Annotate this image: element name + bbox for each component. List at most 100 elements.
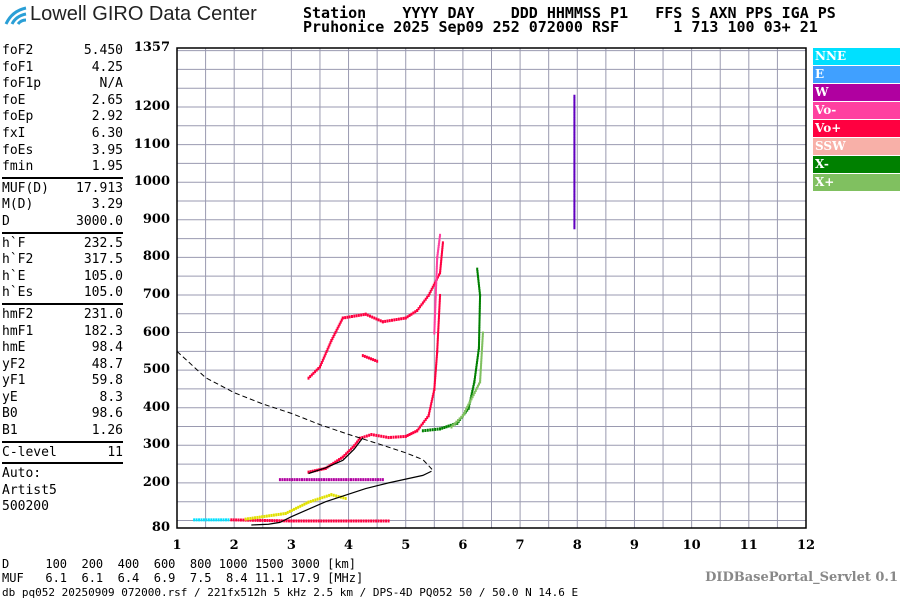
param-name: hmE [2, 340, 26, 356]
echo-point [328, 343, 331, 347]
echo-point [370, 519, 373, 523]
echo-point [336, 326, 339, 330]
echo-point [480, 351, 483, 355]
echo-point [477, 277, 480, 281]
param-name: B0 [2, 406, 18, 422]
echo-point [470, 394, 473, 398]
echo-point [345, 519, 348, 523]
echo-point [355, 519, 358, 523]
echo-point [310, 373, 313, 377]
echo-point [438, 301, 441, 305]
echo-point [470, 397, 473, 401]
echo-point [327, 519, 330, 523]
echo-point [381, 478, 384, 482]
echo-point [473, 377, 476, 381]
echo-point [432, 392, 435, 396]
echo-point [478, 310, 481, 314]
x-tick-label: 6 [458, 538, 468, 553]
echo-point [305, 519, 308, 523]
echo-point [419, 305, 422, 309]
echo-point [440, 259, 443, 263]
echo-point [290, 508, 293, 512]
echo-point [235, 518, 238, 522]
logo: Lowell GIRO Data Center [4, 3, 257, 26]
echo-point [476, 384, 479, 388]
echo-point [388, 319, 391, 323]
y-tick-label: 800 [142, 249, 170, 265]
echo-point [330, 339, 333, 343]
echo-point [322, 356, 325, 360]
echo-point [478, 315, 481, 319]
echo-point [433, 326, 436, 330]
echo-point [471, 389, 474, 393]
echo-point [434, 369, 437, 373]
param-name: B1 [2, 423, 18, 439]
echo-point [481, 336, 484, 340]
x-tick-label: 12 [796, 538, 816, 553]
echo-point [428, 411, 431, 415]
echo-point [292, 519, 295, 523]
echo-point [404, 434, 407, 438]
param-value: 3.29 [91, 197, 123, 213]
echo-point [350, 519, 353, 523]
echo-point [436, 427, 439, 431]
echo-point [437, 325, 440, 329]
echo-point [353, 314, 356, 318]
echo-point [270, 513, 273, 517]
echo-point [342, 478, 345, 482]
param-row: hmF2 231.0 [2, 307, 123, 324]
echo-point [323, 495, 326, 499]
echo-point [254, 518, 257, 522]
echo-point [377, 318, 380, 322]
echo-point [328, 493, 331, 497]
echo-point [440, 252, 443, 256]
x-tick-label: 4 [344, 538, 354, 553]
legend-item: X- [813, 156, 900, 173]
echo-point [419, 425, 422, 429]
echo-point [434, 371, 437, 375]
echo-point [305, 501, 308, 505]
param-name: D [2, 213, 10, 229]
echo-point [381, 320, 384, 324]
echo-point [256, 515, 259, 519]
echo-point [477, 351, 480, 355]
echo-point [437, 330, 440, 334]
echo-point [335, 478, 338, 482]
echo-point [410, 432, 413, 436]
echo-point [438, 313, 441, 317]
legend-item: E [813, 66, 900, 83]
echo-point [360, 519, 363, 523]
echo-point [441, 241, 444, 245]
autoscaler-info: Auto: [2, 466, 42, 482]
x-tick-label: 5 [401, 538, 411, 553]
echo-point [437, 333, 440, 337]
echo-point [468, 401, 471, 405]
echo-point [333, 332, 336, 336]
echo-point [436, 258, 439, 262]
echo-point [437, 323, 440, 327]
echo-point [352, 519, 355, 523]
echo-point [313, 469, 316, 473]
echo-point [362, 478, 365, 482]
echo-point [312, 519, 315, 523]
echo-point [261, 515, 264, 519]
echo-point [433, 319, 436, 323]
param-value: 59.8 [91, 373, 123, 389]
echo-point [573, 117, 576, 121]
echo-point [431, 397, 434, 401]
echo-point [479, 375, 482, 379]
echo-point [285, 519, 288, 523]
echo-point [263, 518, 266, 522]
echo-point [479, 296, 482, 300]
param-name: hmF1 [2, 323, 34, 339]
echo-point [480, 363, 483, 367]
param-value: 8.3 [99, 389, 123, 405]
echo-point [301, 503, 304, 507]
echo-point [309, 499, 312, 503]
echo-point [573, 166, 576, 170]
echo-point [435, 364, 438, 368]
legend-item: Vo+ [813, 120, 900, 137]
echo-point [347, 519, 350, 523]
echo-point [481, 346, 484, 350]
echo-point [433, 281, 436, 285]
